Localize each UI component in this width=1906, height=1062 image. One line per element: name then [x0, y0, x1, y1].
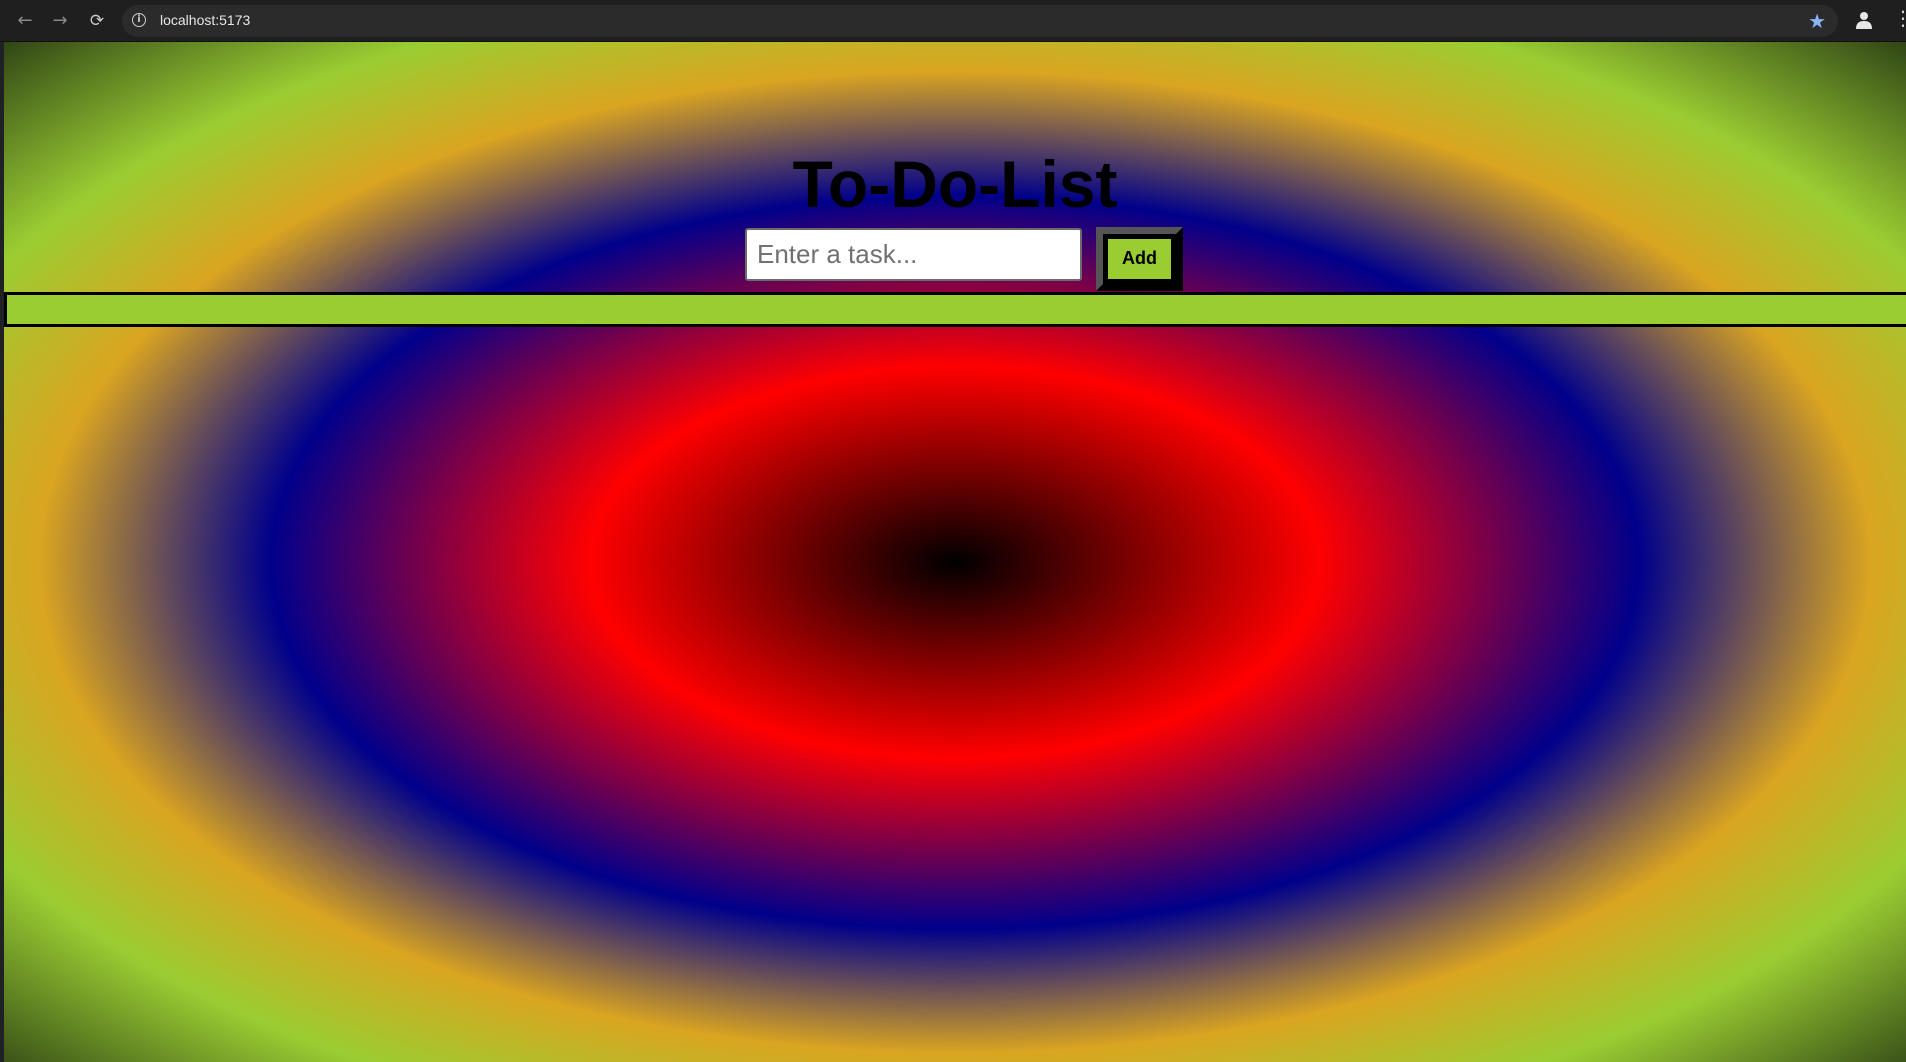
browser-toolbar: ← → ⟳ i localhost:5173 ★ ⋮: [0, 0, 1906, 42]
site-info-icon[interactable]: i: [132, 13, 146, 27]
reload-icon[interactable]: ⟳: [89, 11, 105, 31]
add-task-button[interactable]: Add: [1096, 227, 1183, 291]
task-input[interactable]: [745, 228, 1082, 281]
profile-icon[interactable]: [1855, 11, 1873, 29]
address-bar[interactable]: i localhost:5173 ★: [122, 5, 1838, 37]
bookmark-star-icon[interactable]: ★: [1808, 9, 1826, 33]
menu-icon[interactable]: ⋮: [1893, 6, 1906, 30]
back-arrow-icon[interactable]: ←: [17, 10, 33, 31]
forward-arrow-icon[interactable]: →: [52, 10, 68, 31]
page-title: To-Do-List: [792, 147, 1118, 221]
task-list: [4, 292, 1906, 327]
add-button-label: Add: [1108, 239, 1171, 279]
page-viewport: To-Do-List Add: [4, 42, 1906, 1062]
url-text[interactable]: localhost:5173: [160, 12, 251, 28]
